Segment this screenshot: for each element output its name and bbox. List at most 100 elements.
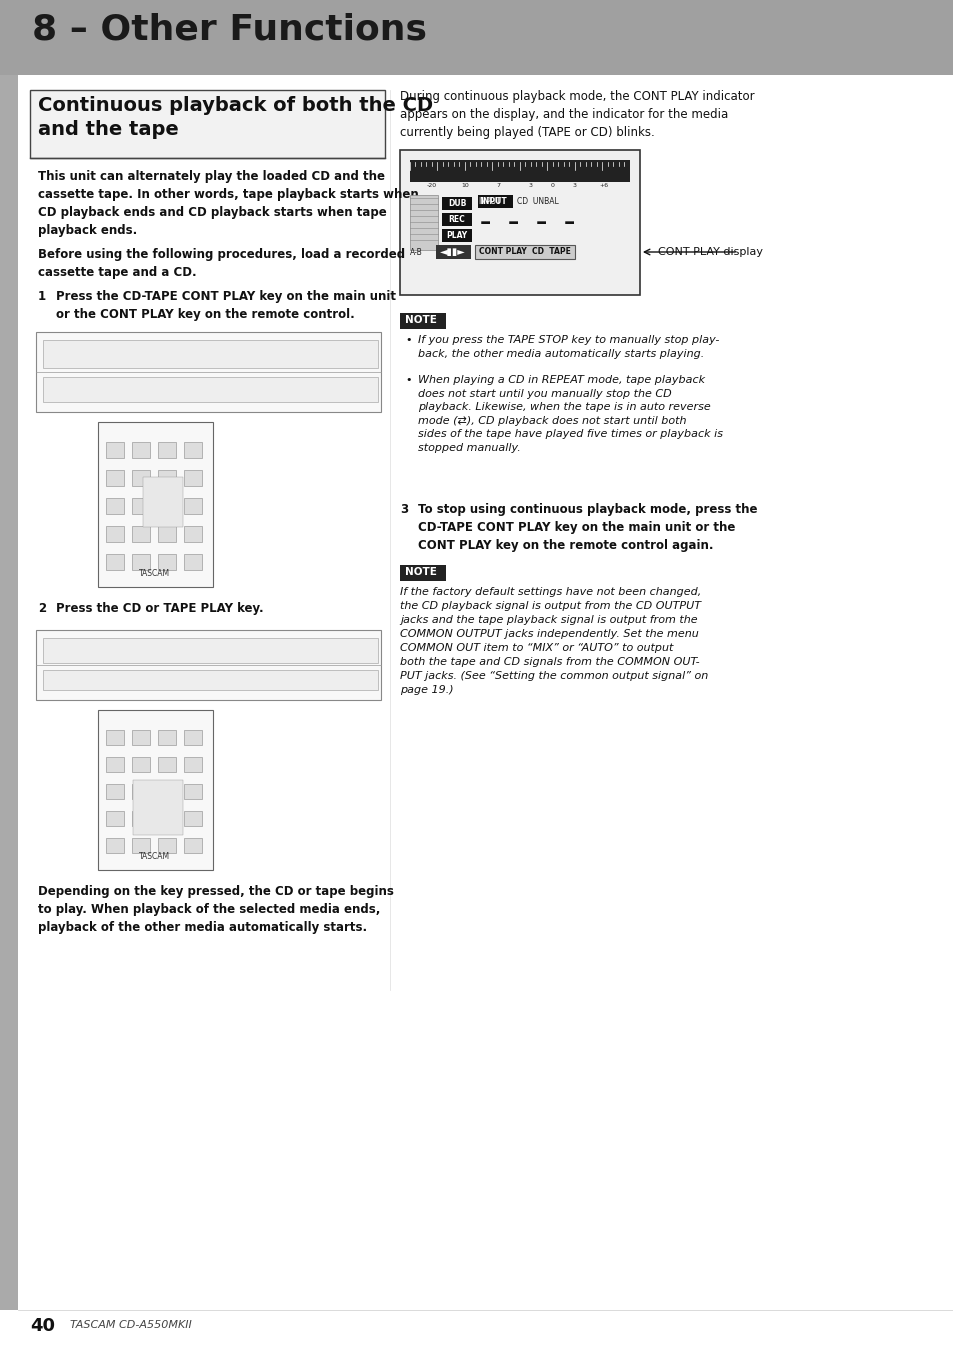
Bar (106, 526, 124, 541)
Text: TASCAM: TASCAM (139, 852, 171, 861)
Bar (36, 332, 380, 412)
Text: Continuous playback of both the CD: Continuous playback of both the CD (38, 96, 433, 115)
Bar (98, 423, 213, 587)
Bar (436, 244, 471, 259)
Text: To stop using continuous playback mode, press the
CD-TAPE CONT PLAY key on the m: To stop using continuous playback mode, … (417, 504, 757, 552)
Text: Depending on the key pressed, the CD or tape begins
to play. When playback of th: Depending on the key pressed, the CD or … (38, 886, 394, 934)
Bar (158, 811, 175, 826)
Bar (158, 757, 175, 772)
Bar (43, 670, 377, 690)
Bar (158, 526, 175, 541)
Bar (43, 340, 377, 369)
Bar (132, 554, 150, 570)
Bar (399, 150, 639, 296)
Text: Before using the following procedures, load a recorded
cassette tape and a CD.: Before using the following procedures, l… (38, 248, 405, 279)
Bar (158, 838, 175, 853)
Bar (184, 784, 202, 799)
Bar (132, 498, 150, 514)
Text: –: – (507, 213, 518, 234)
Bar (441, 213, 472, 225)
Bar (158, 730, 175, 745)
Bar (410, 194, 437, 250)
Bar (441, 230, 472, 242)
Bar (132, 757, 150, 772)
Text: –: – (536, 213, 547, 234)
Text: INPUT: INPUT (479, 197, 506, 207)
Bar (0, 76, 18, 1320)
Bar (106, 470, 124, 486)
Bar (410, 161, 629, 182)
Bar (106, 554, 124, 570)
Text: 1: 1 (38, 290, 46, 302)
Text: 3: 3 (529, 184, 533, 188)
Text: –: – (563, 213, 575, 234)
Bar (158, 441, 175, 458)
Bar (184, 838, 202, 853)
Text: 40: 40 (30, 1318, 55, 1335)
Text: This unit can alternately play the loaded CD and the
cassette tape. In other wor: This unit can alternately play the loade… (38, 170, 418, 238)
Text: TASCAM CD-A550MKII: TASCAM CD-A550MKII (70, 1320, 192, 1330)
Bar (184, 470, 202, 486)
Bar (132, 784, 150, 799)
Bar (184, 554, 202, 570)
Bar (399, 566, 446, 580)
Bar (98, 710, 213, 869)
Bar (132, 780, 183, 836)
Text: INPUT: INPUT (477, 197, 500, 207)
Bar (106, 757, 124, 772)
Bar (184, 730, 202, 745)
Bar (43, 639, 377, 663)
Bar (106, 730, 124, 745)
Bar (184, 757, 202, 772)
Text: •: • (405, 375, 411, 385)
Bar (158, 470, 175, 486)
Text: PLAY: PLAY (446, 231, 467, 240)
Bar (441, 197, 472, 211)
Text: 10: 10 (460, 184, 468, 188)
Text: When playing a CD in REPEAT mode, tape playback
does not start until you manuall: When playing a CD in REPEAT mode, tape p… (417, 375, 722, 454)
Text: and the tape: and the tape (38, 120, 178, 139)
Bar (132, 730, 150, 745)
Bar (158, 554, 175, 570)
Bar (30, 90, 385, 158)
Bar (184, 811, 202, 826)
Bar (475, 244, 575, 259)
Bar (184, 441, 202, 458)
Bar (184, 526, 202, 541)
Text: TASCAM: TASCAM (139, 568, 171, 578)
Text: ◄▮▮►: ◄▮▮► (439, 247, 465, 256)
Text: 2: 2 (38, 602, 46, 616)
Bar (43, 377, 377, 402)
Text: NOTE: NOTE (405, 315, 436, 325)
Text: CONT PLAY  CD  TAPE: CONT PLAY CD TAPE (478, 247, 570, 256)
Bar (143, 477, 183, 526)
Bar (132, 470, 150, 486)
Text: 0: 0 (551, 184, 555, 188)
Bar (158, 784, 175, 799)
Bar (132, 838, 150, 853)
Text: •: • (405, 335, 411, 346)
Text: Press the CD-TAPE CONT PLAY key on the main unit
or the CONT PLAY key on the rem: Press the CD-TAPE CONT PLAY key on the m… (56, 290, 395, 321)
Bar (132, 526, 150, 541)
Bar (36, 630, 380, 701)
Text: 3: 3 (573, 184, 577, 188)
Text: 7: 7 (496, 184, 499, 188)
Text: 3: 3 (399, 504, 408, 516)
Bar (158, 498, 175, 514)
Text: REC: REC (448, 215, 465, 224)
Bar (106, 441, 124, 458)
Text: +6: +6 (598, 184, 607, 188)
Text: Press the CD or TAPE PLAY key.: Press the CD or TAPE PLAY key. (56, 602, 263, 616)
Text: If you press the TAPE STOP key to manually stop play-
back, the other media auto: If you press the TAPE STOP key to manual… (417, 335, 719, 359)
Bar (0, 0, 953, 76)
Text: A-B: A-B (410, 248, 422, 256)
Bar (106, 838, 124, 853)
Bar (106, 811, 124, 826)
Text: If the factory default settings have not been changed,
the CD playback signal is: If the factory default settings have not… (399, 587, 707, 695)
Bar (399, 313, 446, 329)
Text: –: – (479, 213, 491, 234)
Text: DUB: DUB (447, 198, 466, 208)
Text: CONT PLAY display: CONT PLAY display (658, 247, 762, 256)
Bar (106, 498, 124, 514)
Text: NOTE: NOTE (405, 567, 436, 576)
